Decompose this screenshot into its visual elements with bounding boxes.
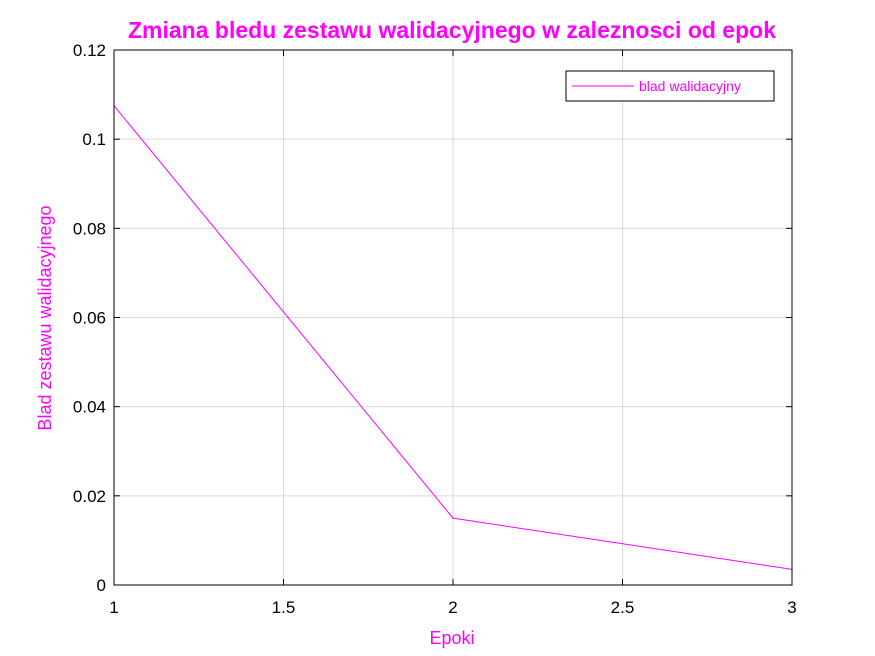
- y-tick-label: 0.04: [73, 398, 106, 417]
- x-tick-label: 2: [448, 598, 457, 617]
- x-axis-label: Epoki: [429, 628, 474, 648]
- legend-entry-label: blad walidacyjny: [639, 78, 741, 94]
- y-axis-label: Blad zestawu walidacyjnego: [35, 205, 55, 430]
- y-tick-label: 0.02: [73, 487, 106, 506]
- ticks: 1 1.5 2 2.5 3 0 0.02 0.04 0.06 0.08 0.1 0.12: [73, 41, 797, 617]
- x-tick-label: 1: [109, 598, 118, 617]
- y-tick-label: 0.1: [82, 130, 106, 149]
- y-tick-label: 0.08: [73, 219, 106, 238]
- x-tick-label: 3: [787, 598, 796, 617]
- y-tick-label: 0.06: [73, 309, 106, 328]
- y-tick-label: 0: [97, 576, 106, 595]
- legend: blad walidacyjny: [565, 70, 775, 102]
- y-tick-label: 0.12: [73, 41, 106, 60]
- data-point: [452, 517, 454, 519]
- grid: [113, 49, 793, 586]
- x-tick-label: 2.5: [611, 598, 635, 617]
- x-tick-label: 1.5: [272, 598, 296, 617]
- chart-title: Zmiana bledu zestawu walidacyjnego w zal…: [128, 17, 776, 43]
